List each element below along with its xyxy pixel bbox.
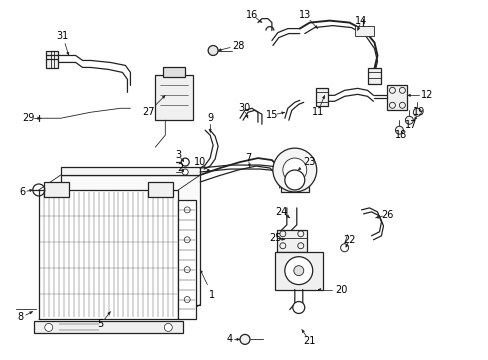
- Text: 20: 20: [335, 284, 347, 294]
- Bar: [178, 200, 196, 319]
- Bar: [287, 164, 295, 176]
- Bar: [148, 182, 173, 197]
- Text: 4: 4: [226, 334, 233, 345]
- Circle shape: [208, 45, 218, 55]
- Bar: [61, 175, 200, 305]
- Text: 15: 15: [265, 110, 278, 120]
- Text: 22: 22: [343, 235, 355, 245]
- Text: 19: 19: [412, 107, 425, 117]
- Text: 9: 9: [206, 113, 213, 123]
- Circle shape: [164, 323, 172, 332]
- Bar: [276, 230, 306, 252]
- Circle shape: [412, 108, 421, 116]
- Text: 29: 29: [22, 113, 35, 123]
- Text: 3: 3: [175, 150, 181, 160]
- Bar: [274, 252, 322, 289]
- Text: 13: 13: [298, 10, 310, 20]
- Circle shape: [405, 116, 412, 124]
- Text: 8: 8: [18, 312, 24, 323]
- Circle shape: [45, 323, 53, 332]
- Text: 6: 6: [20, 187, 26, 197]
- Text: 25: 25: [269, 233, 282, 243]
- Circle shape: [293, 266, 303, 276]
- Text: 7: 7: [244, 153, 251, 163]
- Bar: [280, 162, 308, 192]
- Bar: [46, 50, 58, 68]
- Bar: [155, 75, 193, 120]
- Text: 10: 10: [194, 157, 206, 167]
- Text: 14: 14: [355, 15, 367, 26]
- Text: 2: 2: [177, 163, 183, 173]
- Bar: [367, 68, 381, 84]
- Text: 18: 18: [394, 130, 407, 140]
- Bar: [386, 85, 407, 110]
- Circle shape: [340, 244, 348, 252]
- Circle shape: [395, 126, 403, 134]
- Text: 28: 28: [231, 41, 244, 50]
- Bar: [354, 26, 374, 36]
- Text: 21: 21: [303, 336, 315, 346]
- Circle shape: [285, 170, 304, 190]
- Circle shape: [282, 158, 306, 182]
- Bar: [163, 67, 185, 77]
- Circle shape: [285, 257, 312, 285]
- Text: 11: 11: [311, 107, 323, 117]
- Text: 1: 1: [209, 289, 215, 300]
- Circle shape: [240, 334, 249, 345]
- Text: 5: 5: [97, 319, 103, 329]
- Text: 17: 17: [405, 120, 417, 130]
- Bar: [34, 321, 183, 333]
- Text: 26: 26: [381, 210, 393, 220]
- Bar: [39, 190, 178, 319]
- Text: 31: 31: [57, 31, 69, 41]
- Bar: [61, 167, 200, 175]
- Text: 27: 27: [142, 107, 154, 117]
- Text: 24: 24: [275, 207, 287, 217]
- Text: 30: 30: [237, 103, 250, 113]
- Circle shape: [292, 302, 304, 314]
- Circle shape: [181, 158, 189, 166]
- Bar: [315, 88, 327, 106]
- Text: 12: 12: [420, 90, 432, 100]
- Bar: [44, 182, 68, 197]
- Circle shape: [182, 169, 188, 175]
- Text: 16: 16: [245, 10, 258, 20]
- Text: 23: 23: [303, 157, 315, 167]
- Circle shape: [272, 148, 316, 192]
